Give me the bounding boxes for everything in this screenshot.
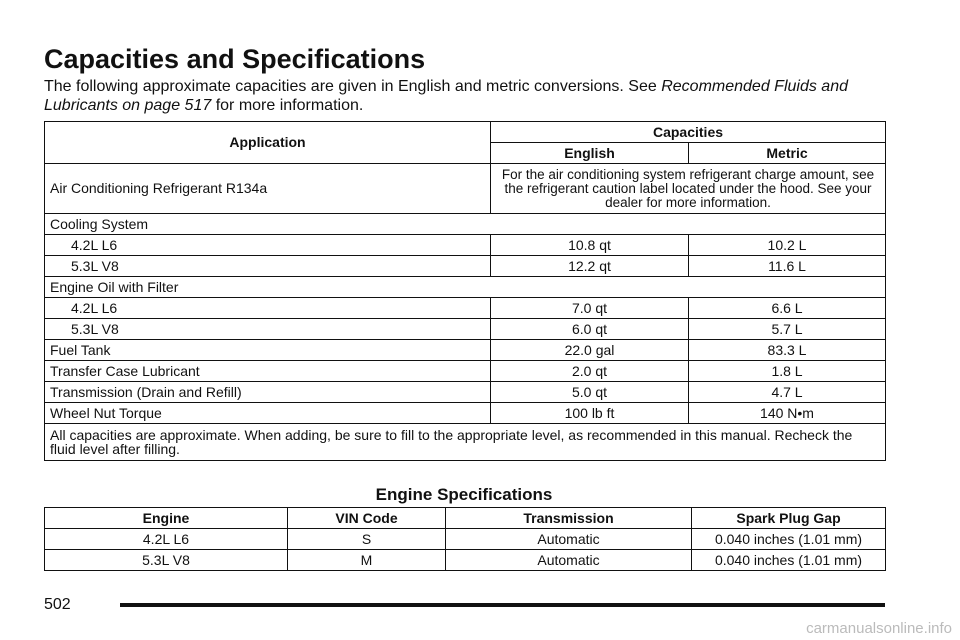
header-cell: Spark Plug Gap bbox=[691, 507, 886, 529]
header-cell: English bbox=[490, 142, 689, 164]
application-cell: 4.2L L6 bbox=[44, 297, 491, 319]
application-cell: Transmission (Drain and Refill) bbox=[44, 381, 491, 403]
header-row: Engine VIN Code Transmission Spark Plug Gap bbox=[44, 507, 886, 529]
metric-cell: 11.6 L bbox=[687, 255, 887, 277]
table-row: 5.3L V8 M Automatic 0.040 inches (1.01 mm) bbox=[44, 549, 886, 571]
english-cell: 12.2 qt bbox=[490, 255, 689, 277]
table-row: 4.2L L6 S Automatic 0.040 inches (1.01 mm) bbox=[44, 528, 886, 550]
table-row: 4.2L L6 7.0 qt 6.6 L bbox=[44, 297, 887, 319]
intro-after: for more information. bbox=[215, 97, 364, 114]
metric-cell: 1.8 L bbox=[687, 360, 887, 382]
metric-cell: 10.2 L bbox=[687, 234, 887, 256]
header-cell: Engine bbox=[44, 507, 288, 529]
intro: The following approximate capacities are… bbox=[44, 77, 884, 115]
application-cell: 4.2L L6 bbox=[44, 234, 491, 256]
header-cell: Capacities bbox=[489, 121, 887, 143]
english-cell: 22.0 gal bbox=[490, 339, 689, 361]
metric-cell: 140 N•m bbox=[687, 402, 887, 424]
header-cell: Application bbox=[44, 121, 491, 164]
header-cell: VIN Code bbox=[287, 507, 446, 529]
header-cell: Metric bbox=[687, 142, 887, 164]
page-title: Capacities and Specifications bbox=[44, 44, 426, 74]
header-cell: Transmission bbox=[445, 507, 692, 529]
cell: 0.040 inches (1.01 mm) bbox=[691, 549, 886, 571]
section-title: Engine Specifications bbox=[375, 485, 553, 504]
application-cell: Fuel Tank bbox=[44, 339, 491, 361]
metric-cell: 6.6 L bbox=[687, 297, 887, 319]
english-cell: 100 lb ft bbox=[490, 402, 689, 424]
table-row: Air Conditioning Refrigerant R134a For th… bbox=[44, 163, 887, 214]
cell: Automatic bbox=[445, 528, 692, 550]
engine-table: Engine VIN Code Transmission Spark Plug Gap… bbox=[44, 507, 886, 571]
table-row: Cooling System bbox=[43, 213, 887, 235]
english-cell: 5.0 qt bbox=[490, 381, 689, 403]
description-cell: For the air conditioning system refriger… bbox=[489, 163, 887, 214]
english-cell: 7.0 qt bbox=[490, 297, 689, 319]
table-row: Engine Oil with Filter bbox=[43, 276, 887, 298]
intro-link[interactable]: Recommended Fluids and Lubricants on pag… bbox=[44, 78, 848, 114]
footer-rule bbox=[120, 603, 885, 607]
intro-text: The following approximate capacities are… bbox=[44, 78, 657, 95]
watermark: carmanualsonline.info bbox=[806, 620, 952, 637]
application-cell: Wheel Nut Torque bbox=[44, 402, 491, 424]
table-row: Transmission (Drain and Refill) 5.0 qt 4.7… bbox=[44, 381, 887, 403]
table-row: Transfer Case Lubricant 2.0 qt 1.8 L bbox=[44, 360, 887, 382]
metric-cell: 83.3 L bbox=[687, 339, 887, 361]
application-cell: 5.3L V8 bbox=[44, 255, 491, 277]
cell: 4.2L L6 bbox=[44, 528, 288, 550]
group-cell: Engine Oil with Filter bbox=[43, 276, 887, 298]
application-cell: 5.3L V8 bbox=[44, 318, 491, 340]
application-cell: Air Conditioning Refrigerant R134a bbox=[44, 163, 491, 214]
metric-cell: 5.7 L bbox=[687, 318, 887, 340]
english-cell: 2.0 qt bbox=[490, 360, 689, 382]
english-cell: 6.0 qt bbox=[490, 318, 689, 340]
table-row: 5.3L V8 12.2 qt 11.6 L bbox=[44, 255, 887, 277]
metric-cell: 4.7 L bbox=[687, 381, 887, 403]
table-row: 4.2L L6 10.8 qt 10.2 L bbox=[44, 234, 887, 256]
cell: M bbox=[287, 549, 446, 571]
cell: 5.3L V8 bbox=[44, 549, 288, 571]
cell: Automatic bbox=[445, 549, 692, 571]
table-row: Wheel Nut Torque 100 lb ft 140 N•m bbox=[44, 402, 887, 424]
application-cell: Transfer Case Lubricant bbox=[44, 360, 491, 382]
page-number: 502 bbox=[44, 596, 71, 613]
table-row: Fuel Tank 22.0 gal 83.3 L bbox=[44, 339, 887, 361]
group-cell: Cooling System bbox=[43, 213, 887, 235]
capacities-table: Application Capacities English Metric Ai… bbox=[43, 121, 887, 461]
note-cell: All capacities are approximate. When add… bbox=[43, 423, 887, 461]
cell: 0.040 inches (1.01 mm) bbox=[691, 528, 886, 550]
english-cell: 10.8 qt bbox=[490, 234, 689, 256]
cell: S bbox=[287, 528, 446, 550]
table-row: 5.3L V8 6.0 qt 5.7 L bbox=[44, 318, 887, 340]
